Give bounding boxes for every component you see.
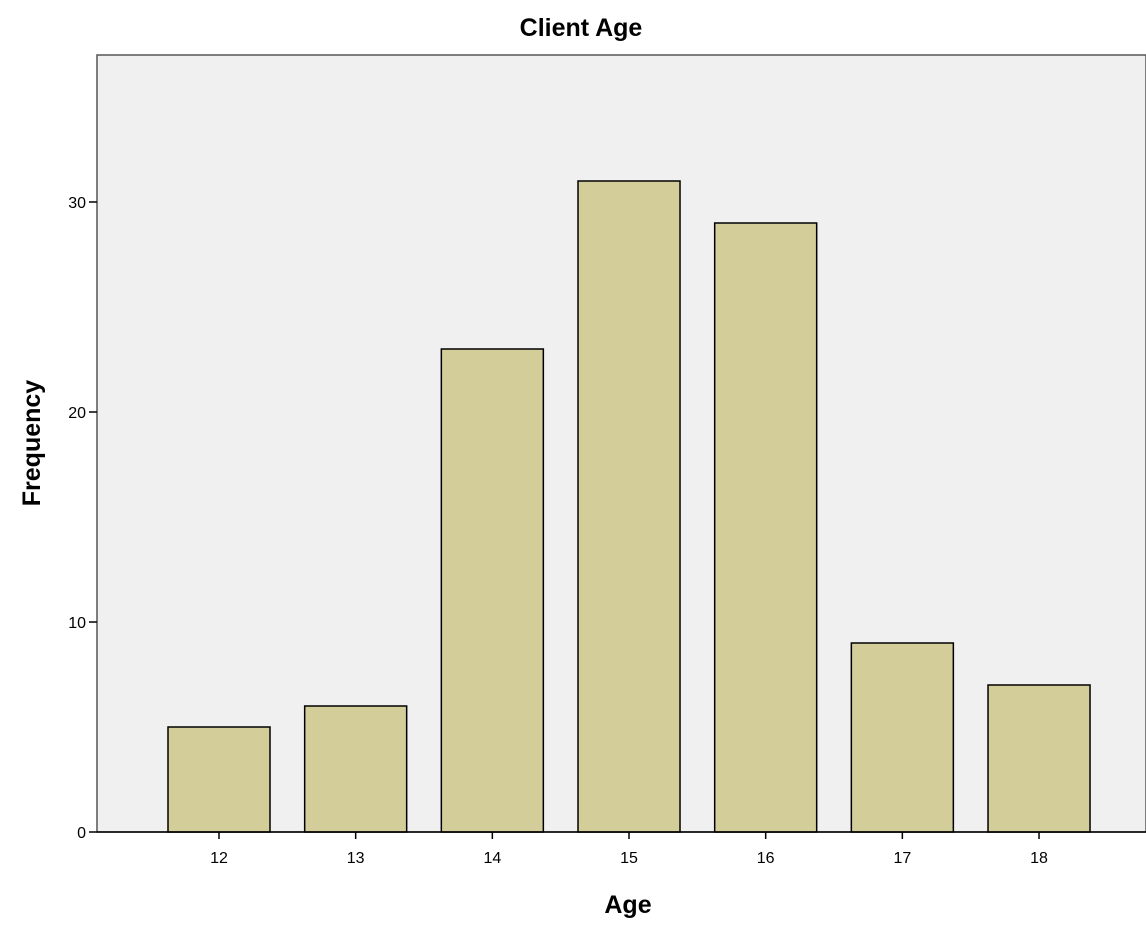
bars-group — [167, 180, 1091, 833]
chart-title: Client Age — [520, 14, 643, 42]
bar-age-14 — [440, 348, 545, 833]
x-tick-label: 16 — [757, 850, 775, 867]
bar-age-12 — [167, 726, 271, 833]
y-tick-label: 10 — [68, 615, 86, 632]
x-tick-label: 18 — [1030, 850, 1048, 867]
x-tick-label: 14 — [483, 850, 501, 867]
x-tick-label: 12 — [210, 850, 228, 867]
bar-age-15 — [577, 180, 681, 833]
y-tick-label: 20 — [68, 405, 86, 422]
y-axis-title: Frequency — [18, 380, 46, 507]
y-tick-label: 0 — [77, 825, 86, 842]
x-tick-label: 15 — [620, 850, 638, 867]
bar-age-13 — [303, 705, 408, 833]
x-tick-label: 13 — [347, 850, 365, 867]
y-axis-ticks: 0 10 20 30 — [68, 195, 97, 842]
y-tick-label: 30 — [68, 195, 86, 212]
bar-age-18 — [987, 684, 1091, 833]
x-axis-title: Age — [604, 891, 651, 919]
bar-age-16 — [713, 222, 818, 833]
x-axis-ticks: 12 13 14 15 16 17 18 — [210, 832, 1048, 867]
bar-age-17 — [850, 642, 955, 833]
x-tick-label: 17 — [893, 850, 911, 867]
